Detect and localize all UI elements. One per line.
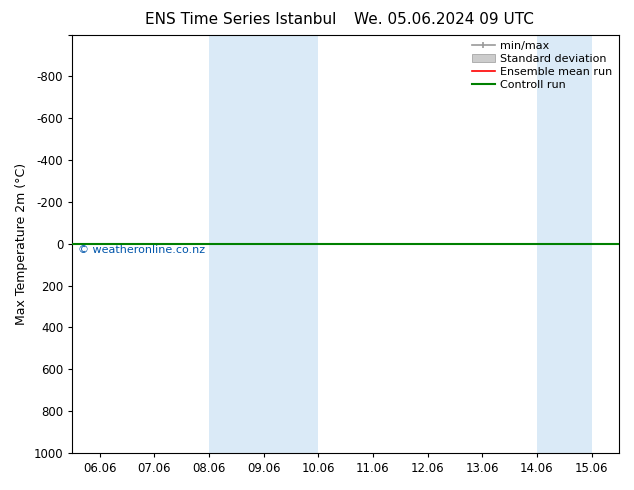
Bar — [209, 35, 318, 453]
Text: © weatheronline.co.nz: © weatheronline.co.nz — [78, 245, 205, 255]
Legend: min/max, Standard deviation, Ensemble mean run, Controll run: min/max, Standard deviation, Ensemble me… — [469, 38, 616, 93]
Text: ENS Time Series Istanbul: ENS Time Series Istanbul — [145, 12, 337, 27]
Y-axis label: Max Temperature 2m (°C): Max Temperature 2m (°C) — [15, 163, 28, 325]
Text: We. 05.06.2024 09 UTC: We. 05.06.2024 09 UTC — [354, 12, 534, 27]
Bar — [537, 35, 592, 453]
